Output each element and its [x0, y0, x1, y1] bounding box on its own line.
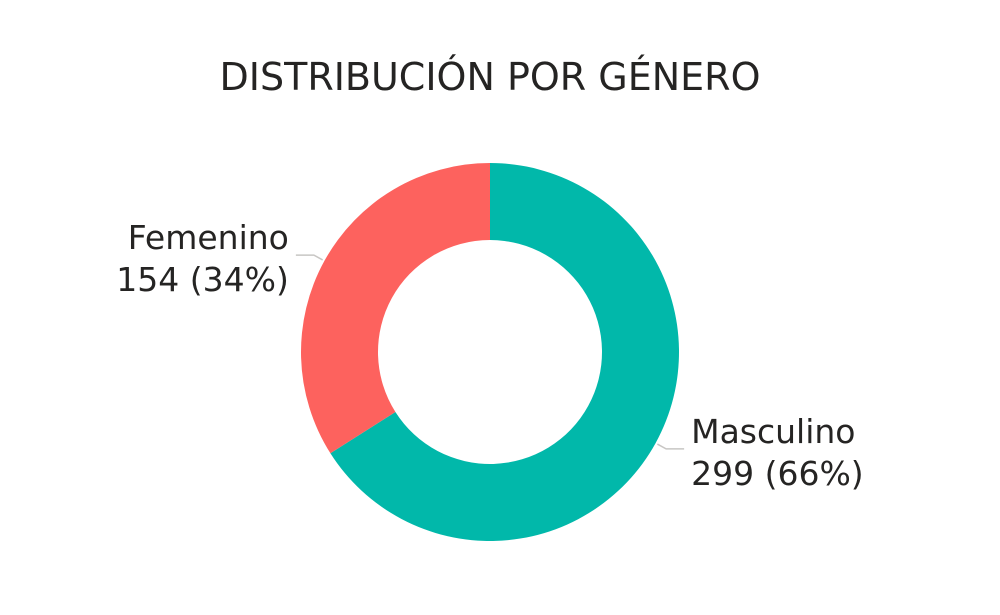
slice-masculino — [330, 163, 679, 542]
slice-femenino — [301, 163, 490, 454]
label-name-femenino: Femenino — [128, 218, 289, 257]
label-value-femenino: 154 (34%) — [116, 260, 289, 299]
leader-line-masculino — [657, 443, 685, 450]
label-name-masculino: Masculino — [691, 412, 855, 451]
donut-slices — [301, 163, 679, 542]
label-value-masculino: 299 (66%) — [691, 454, 864, 493]
chart-title: DISTRIBUCIÓN POR GÉNERO — [220, 55, 761, 99]
leader-line-femenino — [295, 254, 323, 261]
